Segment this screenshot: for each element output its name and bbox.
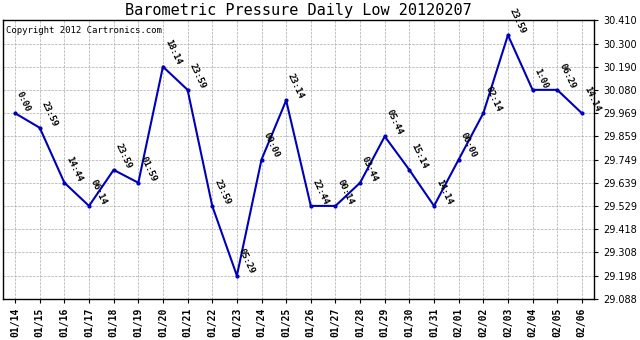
Text: 14:14: 14:14 [434,178,454,206]
Text: 1:00: 1:00 [532,67,550,90]
Text: 14:44: 14:44 [65,155,84,183]
Text: 23:59: 23:59 [188,62,207,90]
Text: 0:00: 0:00 [15,90,33,113]
Text: 22:44: 22:44 [311,178,330,206]
Text: 18:14: 18:14 [163,38,182,67]
Text: 23:59: 23:59 [212,178,232,206]
Text: 23:59: 23:59 [508,7,527,35]
Text: 23:59: 23:59 [40,100,60,128]
Text: 00:00: 00:00 [262,132,281,159]
Text: 23:59: 23:59 [114,142,133,170]
Text: 02:14: 02:14 [483,85,503,113]
Text: 05:29: 05:29 [237,248,257,276]
Text: 14:14: 14:14 [582,85,602,113]
Text: Copyright 2012 Cartronics.com: Copyright 2012 Cartronics.com [6,26,162,35]
Text: 05:44: 05:44 [385,108,404,136]
Text: 03:44: 03:44 [360,155,380,183]
Title: Barometric Pressure Daily Low 20120207: Barometric Pressure Daily Low 20120207 [125,3,472,18]
Text: 06:14: 06:14 [89,178,109,206]
Text: 15:14: 15:14 [410,142,429,170]
Text: 01:59: 01:59 [138,155,158,183]
Text: 00:14: 00:14 [335,178,355,206]
Text: 00:00: 00:00 [459,132,478,159]
Text: 06:29: 06:29 [557,62,577,90]
Text: 23:14: 23:14 [286,72,306,100]
